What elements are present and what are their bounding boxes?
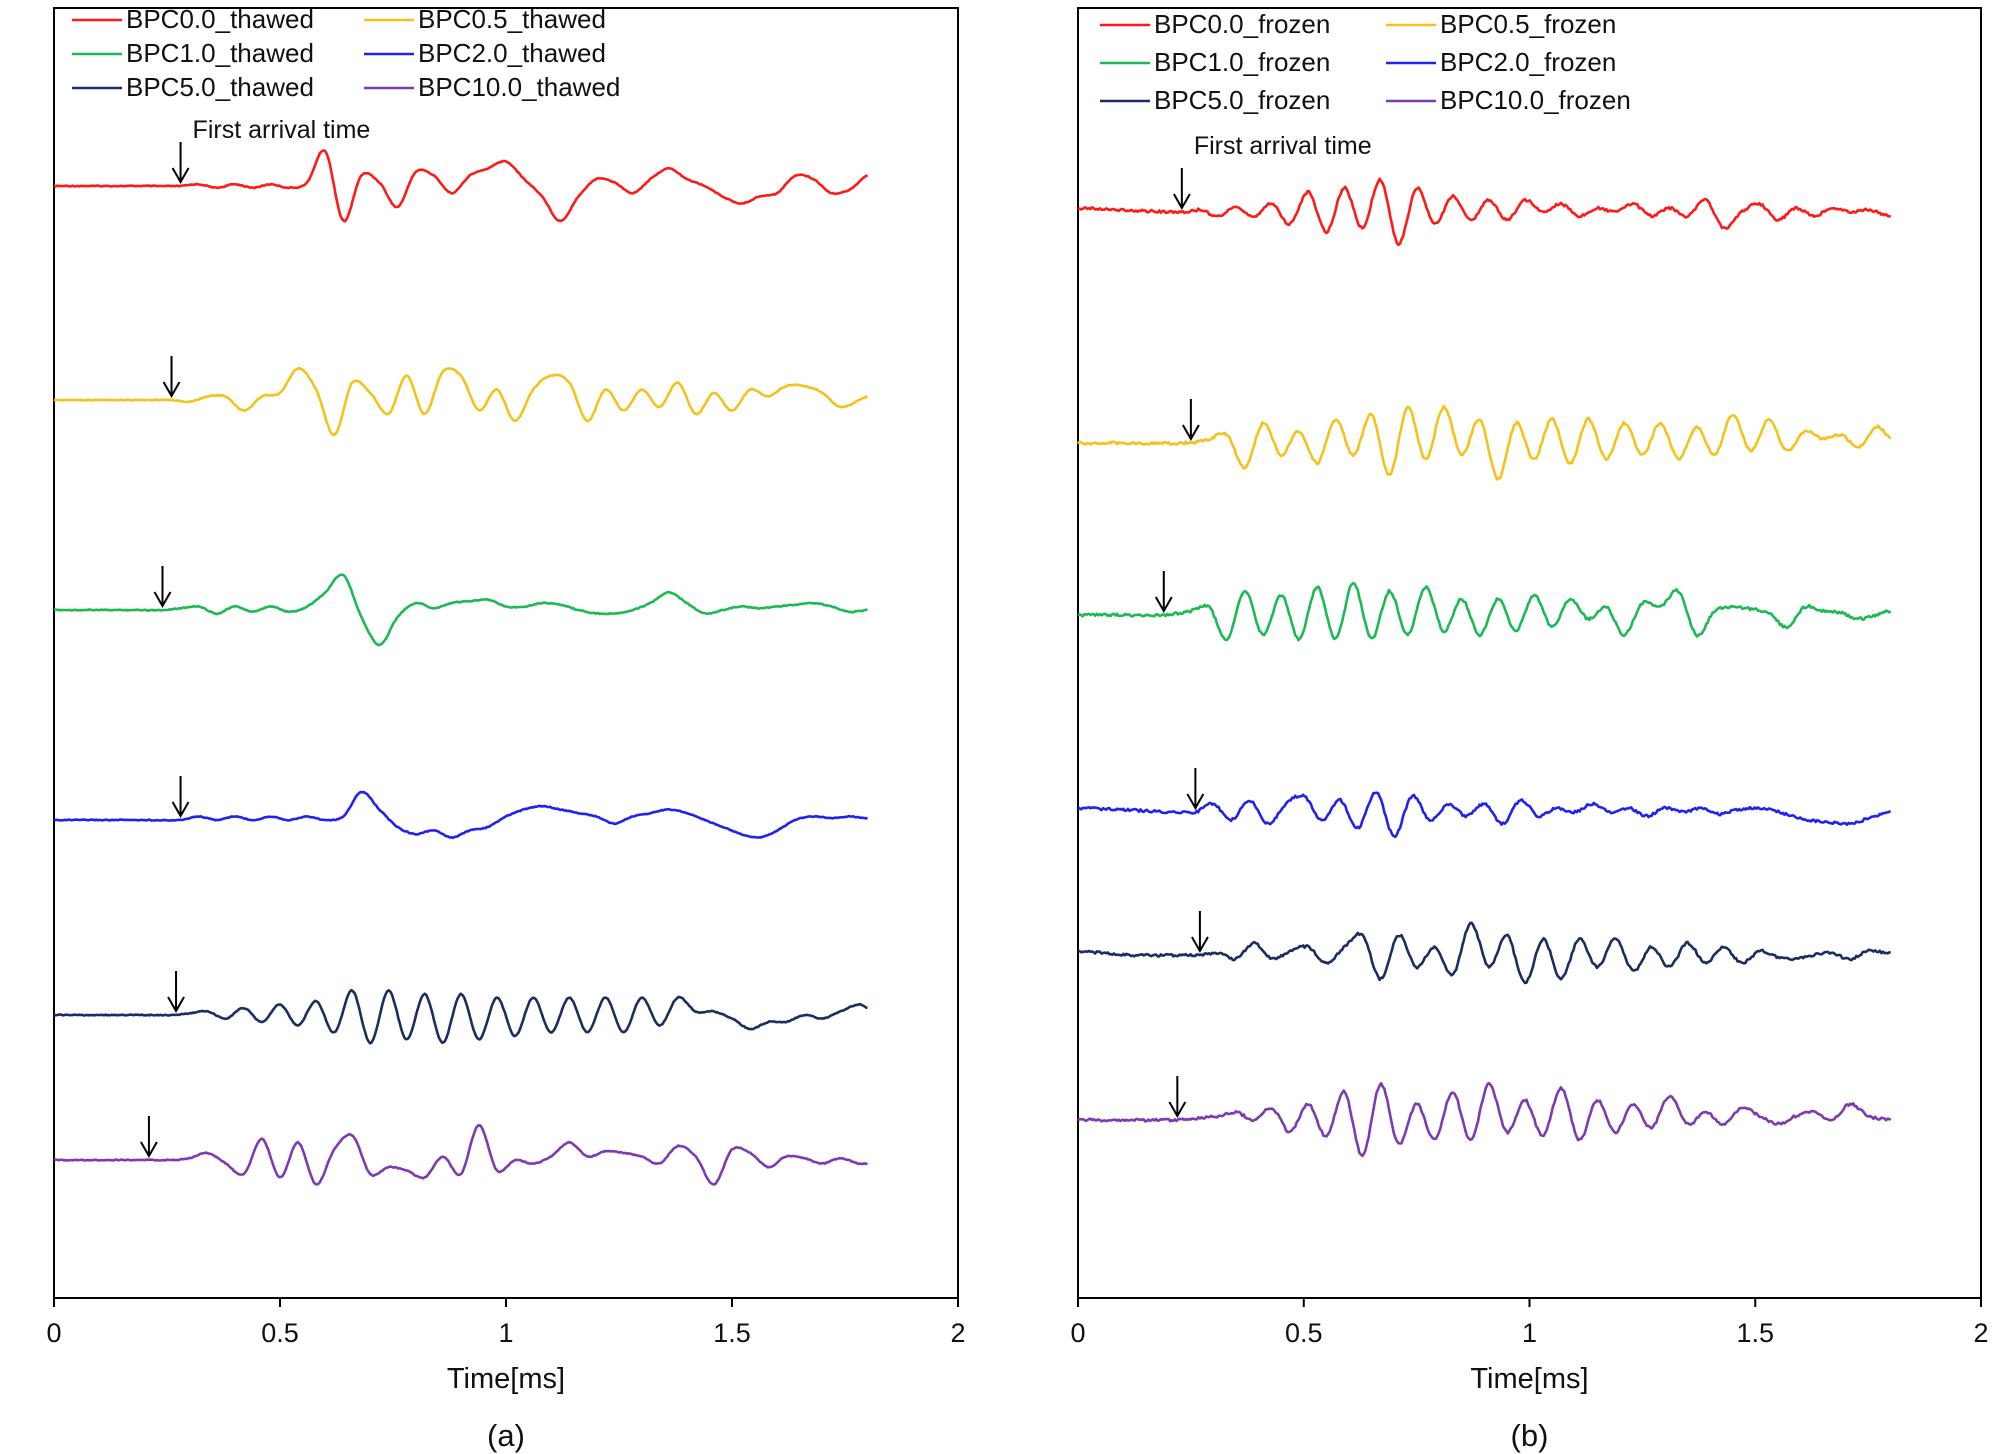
first-arrival-annotation: First arrival time <box>193 116 371 144</box>
legend-label: BPC5.0_thawed <box>126 72 314 102</box>
first-arrival-arrowhead <box>153 591 172 609</box>
first-arrival-arrowhead <box>162 381 181 399</box>
first-arrival-arrowhead <box>1186 793 1205 811</box>
legend-label: BPC5.0_frozen <box>1154 85 1330 115</box>
panel-a: 0 0.5 1 1.5 2 Time[ms] (a) First arrival time BP… <box>46 4 965 1453</box>
first-arrival-arrowhead <box>1191 936 1209 954</box>
first-arrival-arrowhead <box>1168 1101 1187 1119</box>
legend-label: BPC0.5_thawed <box>418 4 606 34</box>
first-arrival-arrowhead <box>140 1141 158 1159</box>
series-line-BPC5.0_thawed <box>53 988 868 1045</box>
series-line-BPC10.0_frozen <box>1077 1081 1892 1158</box>
series-line-BPC0.5_frozen <box>1076 404 1892 481</box>
x-tick-label: 1 <box>1522 1318 1537 1348</box>
first-arrival-arrowhead <box>171 167 190 185</box>
first-arrival-arrowhead <box>1182 424 1200 442</box>
x-axis-title: Time[ms] <box>1470 1363 1588 1395</box>
x-tick-label: 1.5 <box>713 1318 751 1348</box>
legend-label: BPC2.0_thawed <box>418 38 606 68</box>
first-arrival-arrowhead <box>1154 596 1173 614</box>
x-axis-title: Time[ms] <box>447 1363 565 1395</box>
panel-label: (b) <box>1511 1418 1549 1453</box>
panel-label: (a) <box>487 1418 525 1453</box>
legend-label: BPC0.0_frozen <box>1154 9 1330 39</box>
series-line-BPC0.0_frozen <box>1077 177 1892 247</box>
first-arrival-arrowhead <box>167 996 185 1014</box>
series-line-BPC1.0_frozen <box>1077 581 1892 642</box>
first-arrival-arrowhead <box>171 801 190 819</box>
series-line-BPC0.5_thawed <box>53 367 869 437</box>
x-tick-label: 0 <box>46 1318 61 1348</box>
panel-b: 0 0.5 1 1.5 2 Time[ms] (b) First arrival time BP… <box>1070 7 1989 1453</box>
legend-label: BPC10.0_thawed <box>418 72 620 102</box>
series-line-BPC10.0_thawed <box>53 1123 868 1186</box>
x-tick-label: 0 <box>1070 1318 1085 1348</box>
x-tick-label: 0.5 <box>1285 1318 1323 1348</box>
x-tick-label: 1.5 <box>1736 1318 1774 1348</box>
series-line-BPC5.0_frozen <box>1077 921 1891 985</box>
legend-label: BPC1.0_frozen <box>1154 47 1330 77</box>
x-tick-label: 0.5 <box>261 1318 299 1348</box>
x-tick-label: 2 <box>950 1318 965 1348</box>
first-arrival-arrowhead <box>1172 193 1191 211</box>
x-tick-label: 2 <box>1973 1318 1988 1348</box>
series-line-BPC1.0_thawed <box>54 573 868 647</box>
series-line-BPC0.0_thawed <box>53 149 868 223</box>
legend-label: BPC1.0_thawed <box>126 38 314 68</box>
legend-label: BPC0.5_frozen <box>1440 9 1616 39</box>
legend-label: BPC2.0_frozen <box>1440 47 1616 77</box>
series-line-BPC2.0_thawed <box>53 790 868 840</box>
series-line-BPC2.0_frozen <box>1077 791 1891 839</box>
legend-label: BPC0.0_thawed <box>126 4 314 34</box>
legend-label: BPC10.0_frozen <box>1440 85 1631 115</box>
first-arrival-annotation: First arrival time <box>1194 132 1372 160</box>
x-tick-label: 1 <box>498 1318 513 1348</box>
